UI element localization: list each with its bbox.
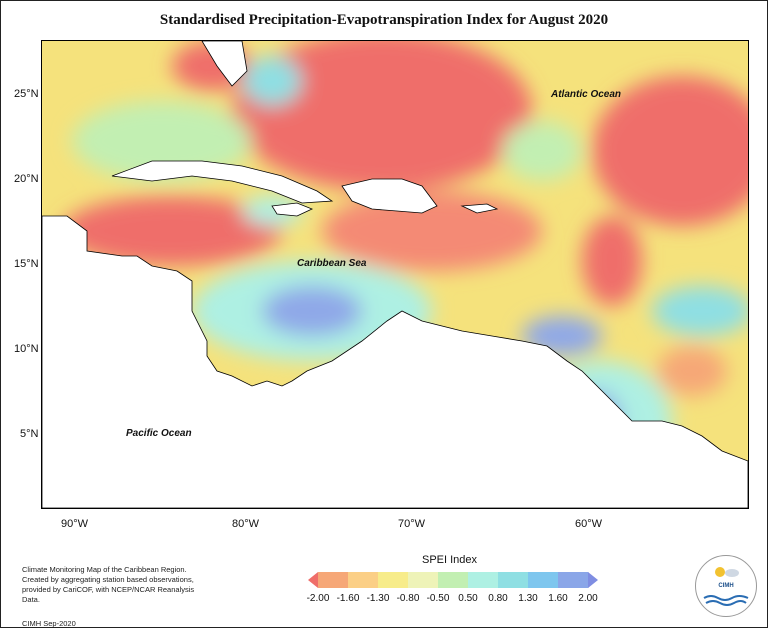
dry-zone-atlantic xyxy=(232,41,532,191)
sun-cloud-wave-icon xyxy=(703,567,749,606)
legend-swatches xyxy=(308,572,598,588)
cimh-logo: CIMH xyxy=(695,555,757,617)
spei-map xyxy=(41,40,749,509)
lon-label-70w: 70°W xyxy=(398,518,426,530)
florida xyxy=(201,41,248,87)
dry-zone-yucatan xyxy=(62,196,282,266)
legend-swatch xyxy=(378,572,409,588)
lat-label-20n: 20°N xyxy=(14,173,39,185)
lat-label-5n: 5°N xyxy=(20,428,39,440)
wet-zone-atlantic-south xyxy=(652,286,748,336)
dry-zone-atlantic-south xyxy=(657,346,727,396)
legend-swatch xyxy=(438,572,469,588)
footer-line-1: Climate Monitoring Map of the Caribbean … xyxy=(22,565,187,574)
central-south-america xyxy=(42,215,748,508)
jamaica xyxy=(271,202,314,217)
lat-label-10n: 10°N xyxy=(14,343,39,355)
dry-zone-east xyxy=(592,76,748,226)
legend-tick-label: -0.80 xyxy=(396,593,420,604)
legend-tick-label: 1.30 xyxy=(518,593,538,604)
legend-title: SPEI Index xyxy=(422,554,478,566)
wet-zone-atlantic-mid xyxy=(502,121,582,181)
caribbean-sea-label: Caribbean Sea xyxy=(297,258,367,269)
lon-label-80w: 80°W xyxy=(232,518,260,530)
wet-core-caribbean xyxy=(262,286,362,336)
map-title: Standardised Precipitation-Evapotranspir… xyxy=(159,12,609,28)
lat-label-15n: 15°N xyxy=(14,258,39,270)
legend-tick-label: 2.00 xyxy=(578,593,598,604)
logo-name: CIMH xyxy=(718,583,734,589)
cuba xyxy=(111,160,334,204)
pacific-ocean-label: Pacific Ocean xyxy=(126,428,192,439)
lon-label-90w: 90°W xyxy=(61,518,89,530)
puerto-rico xyxy=(460,203,499,214)
wet-zone-gulf xyxy=(72,101,252,181)
footer-line-2: Created by aggregating station based obs… xyxy=(22,575,194,584)
legend-swatch xyxy=(558,572,589,588)
wet-zone-jamaica xyxy=(242,196,302,226)
legend-swatch xyxy=(498,572,529,588)
legend-tick-label: -2.00 xyxy=(306,593,330,604)
dry-zone-antilles xyxy=(582,216,642,306)
legend-swatch xyxy=(318,572,349,588)
lat-label-25n: 25°N xyxy=(14,88,39,100)
lon-label-60w: 60°W xyxy=(575,518,603,530)
legend-tick-label: 0.50 xyxy=(458,593,478,604)
legend-tick-label: 1.60 xyxy=(548,593,568,604)
footer-credit: CIMH Sep-2020 xyxy=(22,619,76,628)
spei-map-canvas xyxy=(42,41,748,508)
legend-tick-label: 0.80 xyxy=(488,593,508,604)
legend-swatch xyxy=(528,572,559,588)
legend-swatch xyxy=(348,572,379,588)
legend-swatch xyxy=(408,572,439,588)
legend-tick-label: -0.50 xyxy=(426,593,450,604)
legend-swatch xyxy=(468,572,499,588)
wet-zone-bahamas xyxy=(242,56,302,106)
land-masses xyxy=(42,41,748,508)
map-footer: Climate Monitoring Map of the Caribbean … xyxy=(22,565,202,629)
footer-line-3: provided by CariCOF, with NCEP/NCAR Rean… xyxy=(22,585,195,604)
hispaniola xyxy=(341,178,438,214)
legend-swatch xyxy=(308,572,318,588)
legend-tick-label: -1.30 xyxy=(366,593,390,604)
legend-swatch xyxy=(588,572,598,588)
atlantic-ocean-label: Atlantic Ocean xyxy=(551,89,622,100)
legend-colorbar xyxy=(308,572,598,588)
legend-tick-label: -1.60 xyxy=(336,593,360,604)
